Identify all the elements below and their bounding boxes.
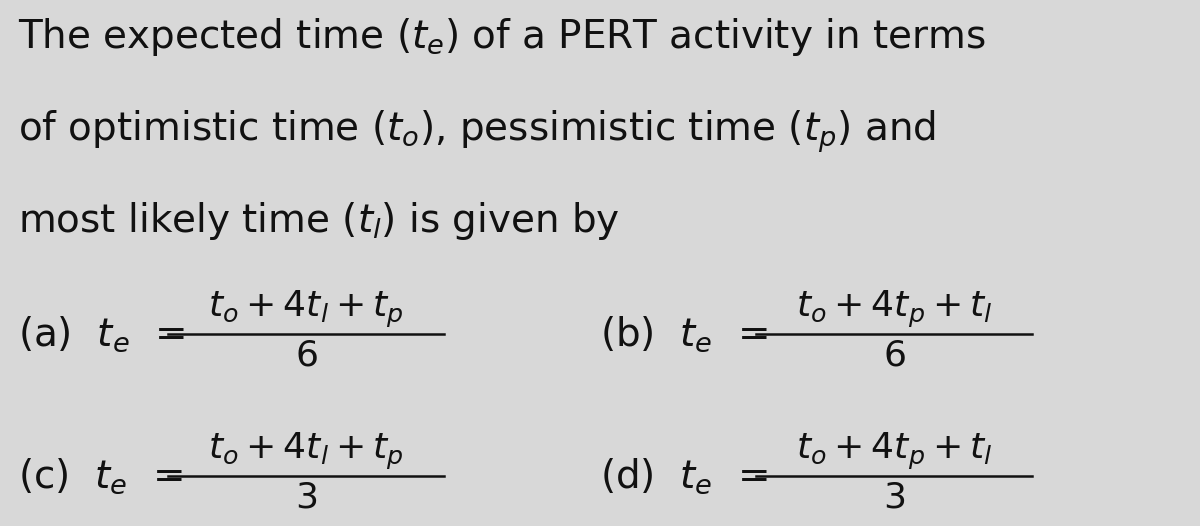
Text: $t_o + 4t_p + t_l$: $t_o + 4t_p + t_l$ <box>796 431 992 472</box>
Text: (d)  $t_e$  =: (d) $t_e$ = <box>600 456 768 496</box>
Text: $t_o + 4t_p + t_l$: $t_o + 4t_p + t_l$ <box>796 289 992 330</box>
Text: of optimistic time ($t_o$), pessimistic time ($t_p$) and: of optimistic time ($t_o$), pessimistic … <box>18 108 936 155</box>
Text: $3$: $3$ <box>295 480 317 514</box>
Text: (c)  $t_e$  =: (c) $t_e$ = <box>18 456 182 496</box>
Text: $t_o + 4t_l + t_p$: $t_o + 4t_l + t_p$ <box>209 289 403 330</box>
Text: (a)  $t_e$  =: (a) $t_e$ = <box>18 314 185 354</box>
Text: The expected time ($t_e$) of a PERT activity in terms: The expected time ($t_e$) of a PERT acti… <box>18 16 985 58</box>
Text: (b)  $t_e$  =: (b) $t_e$ = <box>600 314 768 354</box>
Text: most likely time ($t_l$) is given by: most likely time ($t_l$) is given by <box>18 200 620 242</box>
Text: $6$: $6$ <box>295 338 317 372</box>
Text: $6$: $6$ <box>883 338 905 372</box>
Text: $t_o + 4t_l + t_p$: $t_o + 4t_l + t_p$ <box>209 431 403 472</box>
Text: $3$: $3$ <box>883 480 905 514</box>
